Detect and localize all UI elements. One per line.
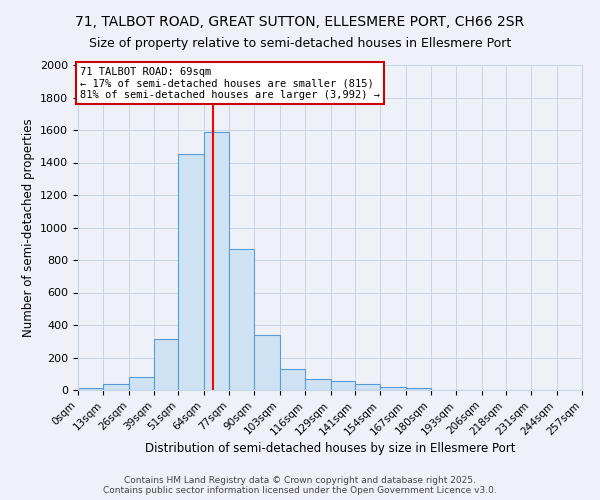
Bar <box>103 384 129 390</box>
Text: 71, TALBOT ROAD, GREAT SUTTON, ELLESMERE PORT, CH66 2SR: 71, TALBOT ROAD, GREAT SUTTON, ELLESMERE… <box>76 15 524 29</box>
Bar <box>129 377 154 390</box>
Text: 71 TALBOT ROAD: 69sqm
← 17% of semi-detached houses are smaller (815)
81% of sem: 71 TALBOT ROAD: 69sqm ← 17% of semi-deta… <box>80 66 380 100</box>
Bar <box>254 335 280 390</box>
Text: Size of property relative to semi-detached houses in Ellesmere Port: Size of property relative to semi-detach… <box>89 38 511 51</box>
Bar <box>380 387 406 390</box>
Bar <box>305 380 331 390</box>
Bar <box>331 381 355 390</box>
Bar <box>229 248 254 390</box>
Text: Contains HM Land Registry data © Crown copyright and database right 2025.
Contai: Contains HM Land Registry data © Crown c… <box>103 476 497 495</box>
Bar <box>78 388 103 390</box>
Y-axis label: Number of semi-detached properties: Number of semi-detached properties <box>22 118 35 337</box>
X-axis label: Distribution of semi-detached houses by size in Ellesmere Port: Distribution of semi-detached houses by … <box>145 442 515 455</box>
Bar <box>203 132 229 390</box>
Bar <box>154 339 178 390</box>
Bar <box>406 388 431 390</box>
Bar <box>178 154 203 390</box>
Bar <box>355 384 380 390</box>
Bar <box>280 369 305 390</box>
